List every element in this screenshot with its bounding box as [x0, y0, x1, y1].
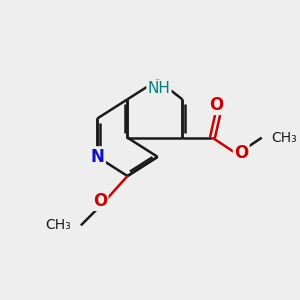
Text: N: N [90, 148, 104, 166]
Text: O: O [209, 96, 224, 114]
Text: O: O [93, 192, 107, 210]
Text: O: O [234, 144, 248, 162]
Text: CH₃: CH₃ [46, 218, 71, 233]
Text: NH: NH [148, 81, 170, 96]
Text: CH₃: CH₃ [272, 131, 297, 145]
